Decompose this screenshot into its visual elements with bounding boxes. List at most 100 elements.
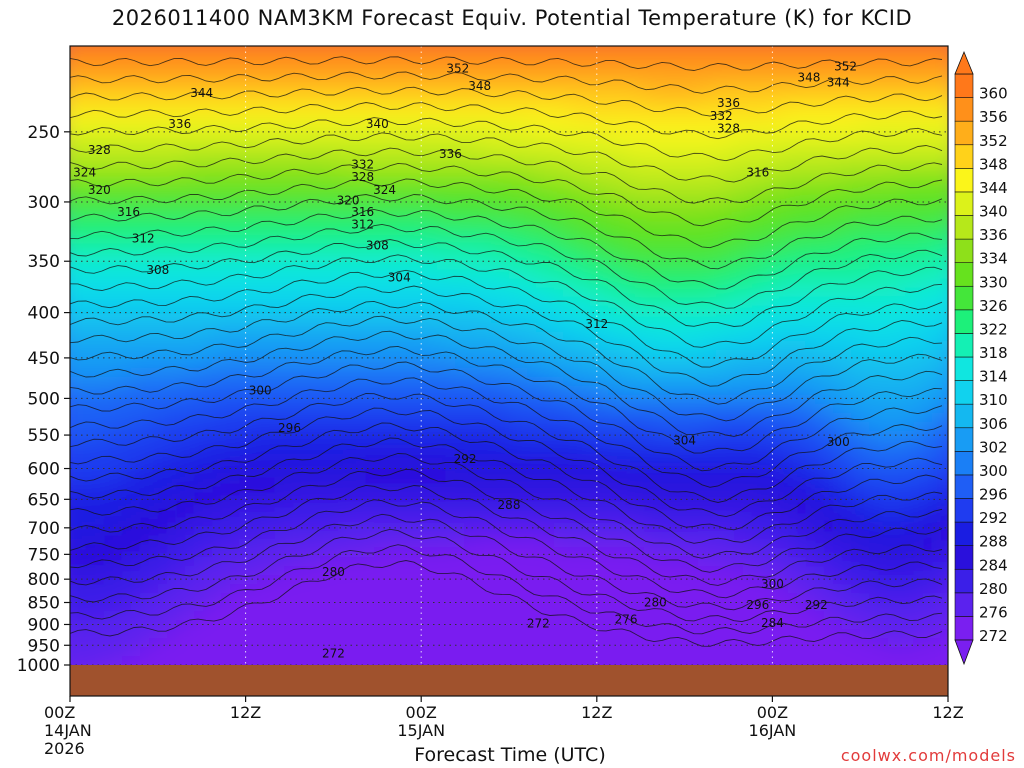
contour-line: [70, 147, 943, 204]
contour-label: 332: [710, 109, 733, 123]
colorbar-swatch: [954, 356, 974, 381]
contour-label: 332: [351, 157, 374, 171]
contour-label: 320: [88, 183, 111, 197]
contour-line: [70, 102, 943, 140]
x-tick-label: 16JAN: [749, 721, 797, 740]
x-tick-label: 00Z: [757, 703, 788, 722]
contour-label: 348: [798, 70, 821, 84]
colorbar-label: 356: [979, 108, 1008, 126]
colorbar-swatch: [954, 616, 974, 641]
contour-label: 300: [249, 384, 272, 398]
contour-line: [70, 178, 943, 249]
contour-label: 352: [446, 61, 469, 75]
contour-line: [70, 560, 943, 647]
colorbar-label: 314: [979, 368, 1008, 386]
colorbar-swatch: [954, 168, 974, 193]
colorbar-swatch: [954, 498, 974, 523]
contour-label: 348: [468, 79, 491, 93]
colorbar-label: 280: [979, 580, 1008, 598]
colorbar-swatch: [954, 285, 974, 311]
contour-label: 336: [717, 96, 740, 110]
contour-label: 296: [746, 598, 769, 612]
contour-label: 344: [827, 76, 850, 90]
colorbar-swatch: [954, 427, 974, 452]
contour-label: 316: [117, 205, 140, 219]
contour-label: 308: [366, 239, 389, 253]
colorbar-label: 300: [979, 462, 1008, 480]
colorbar-swatch: [954, 592, 974, 617]
colorbar-swatch: [954, 380, 974, 405]
contour-label: 336: [168, 117, 191, 131]
contour-label: 328: [351, 170, 374, 184]
colorbar-label: 318: [979, 344, 1008, 362]
contour-label: 284: [761, 616, 784, 630]
colorbar-top-arrow: [954, 50, 974, 75]
contour-line: [70, 162, 943, 227]
colorbar-swatch: [954, 568, 974, 594]
contour-line: [70, 254, 943, 348]
contour-label: 300: [761, 577, 784, 591]
colorbar-label: 276: [979, 603, 1008, 621]
contour-label: 280: [644, 595, 667, 609]
contour-label: 276: [615, 612, 638, 626]
y-tick-label: 900: [28, 615, 60, 635]
contour-label: 312: [132, 232, 155, 246]
contour-line: [70, 528, 943, 623]
y-tick-label: 250: [28, 123, 60, 143]
contour-label: 316: [351, 205, 374, 219]
x-tick-label: 00Z: [44, 703, 75, 722]
colorbar-swatch: [954, 215, 974, 240]
contour-label: 296: [278, 421, 301, 435]
colorbar-swatch: [954, 521, 974, 546]
y-tick-label: 700: [28, 519, 60, 539]
colorbar-label: 292: [979, 509, 1008, 527]
colorbar-bottom-arrow: [954, 639, 974, 666]
site-credit: coolwx.com/models: [840, 746, 1016, 765]
colorbar-label: 344: [979, 179, 1008, 197]
contour-label: 344: [190, 86, 213, 100]
contour-line: [70, 330, 943, 437]
contour-line: [70, 315, 943, 422]
colorbar-label: 326: [979, 297, 1008, 315]
contour-label: 292: [454, 452, 477, 466]
contour-line: [70, 239, 943, 327]
contour-line: [70, 484, 943, 586]
chart-title: 2026011400 NAM3KM Forecast Equiv. Potent…: [111, 6, 913, 30]
colorbar-label: 284: [979, 556, 1008, 574]
colorbar-label: 340: [979, 203, 1008, 221]
contour-line: [70, 393, 943, 503]
contour-label: 352: [834, 60, 857, 74]
y-axis: 2503003504004505005506006507007508008509…: [17, 123, 70, 676]
x-tick-label: 12Z: [932, 703, 963, 722]
contour-label: 320: [337, 194, 360, 208]
x-tick-label: 2026: [44, 739, 85, 758]
colorbar-label: 322: [979, 320, 1008, 338]
contour-label: 304: [388, 270, 411, 284]
plot-frame: [69, 45, 949, 697]
contour-line: [70, 422, 943, 531]
contour-line: [70, 407, 943, 518]
colorbar-label: 348: [979, 155, 1008, 173]
colorbar-swatch: [954, 474, 974, 499]
colorbar-swatch: [954, 403, 974, 429]
x-tick-label: 12Z: [581, 703, 612, 722]
contour-line: [70, 453, 943, 559]
contour-line: [70, 513, 943, 611]
colorbar-swatch: [954, 238, 974, 263]
contour-lines: [70, 56, 943, 647]
colorbar-label: 288: [979, 533, 1008, 551]
colorbar-swatch: [954, 144, 974, 169]
contour-line: [70, 269, 943, 368]
contour-line: [70, 194, 943, 270]
x-tick-label: 14JAN: [44, 721, 92, 740]
contour-label: 280: [322, 565, 345, 579]
colorbar-label: 336: [979, 226, 1008, 244]
y-tick-label: 750: [28, 545, 60, 565]
colorbar-swatch: [954, 191, 974, 216]
x-axis-label: Forecast Time (UTC): [414, 744, 606, 766]
colorbar-label: 360: [979, 85, 1008, 103]
theta-e-field: [70, 46, 948, 696]
